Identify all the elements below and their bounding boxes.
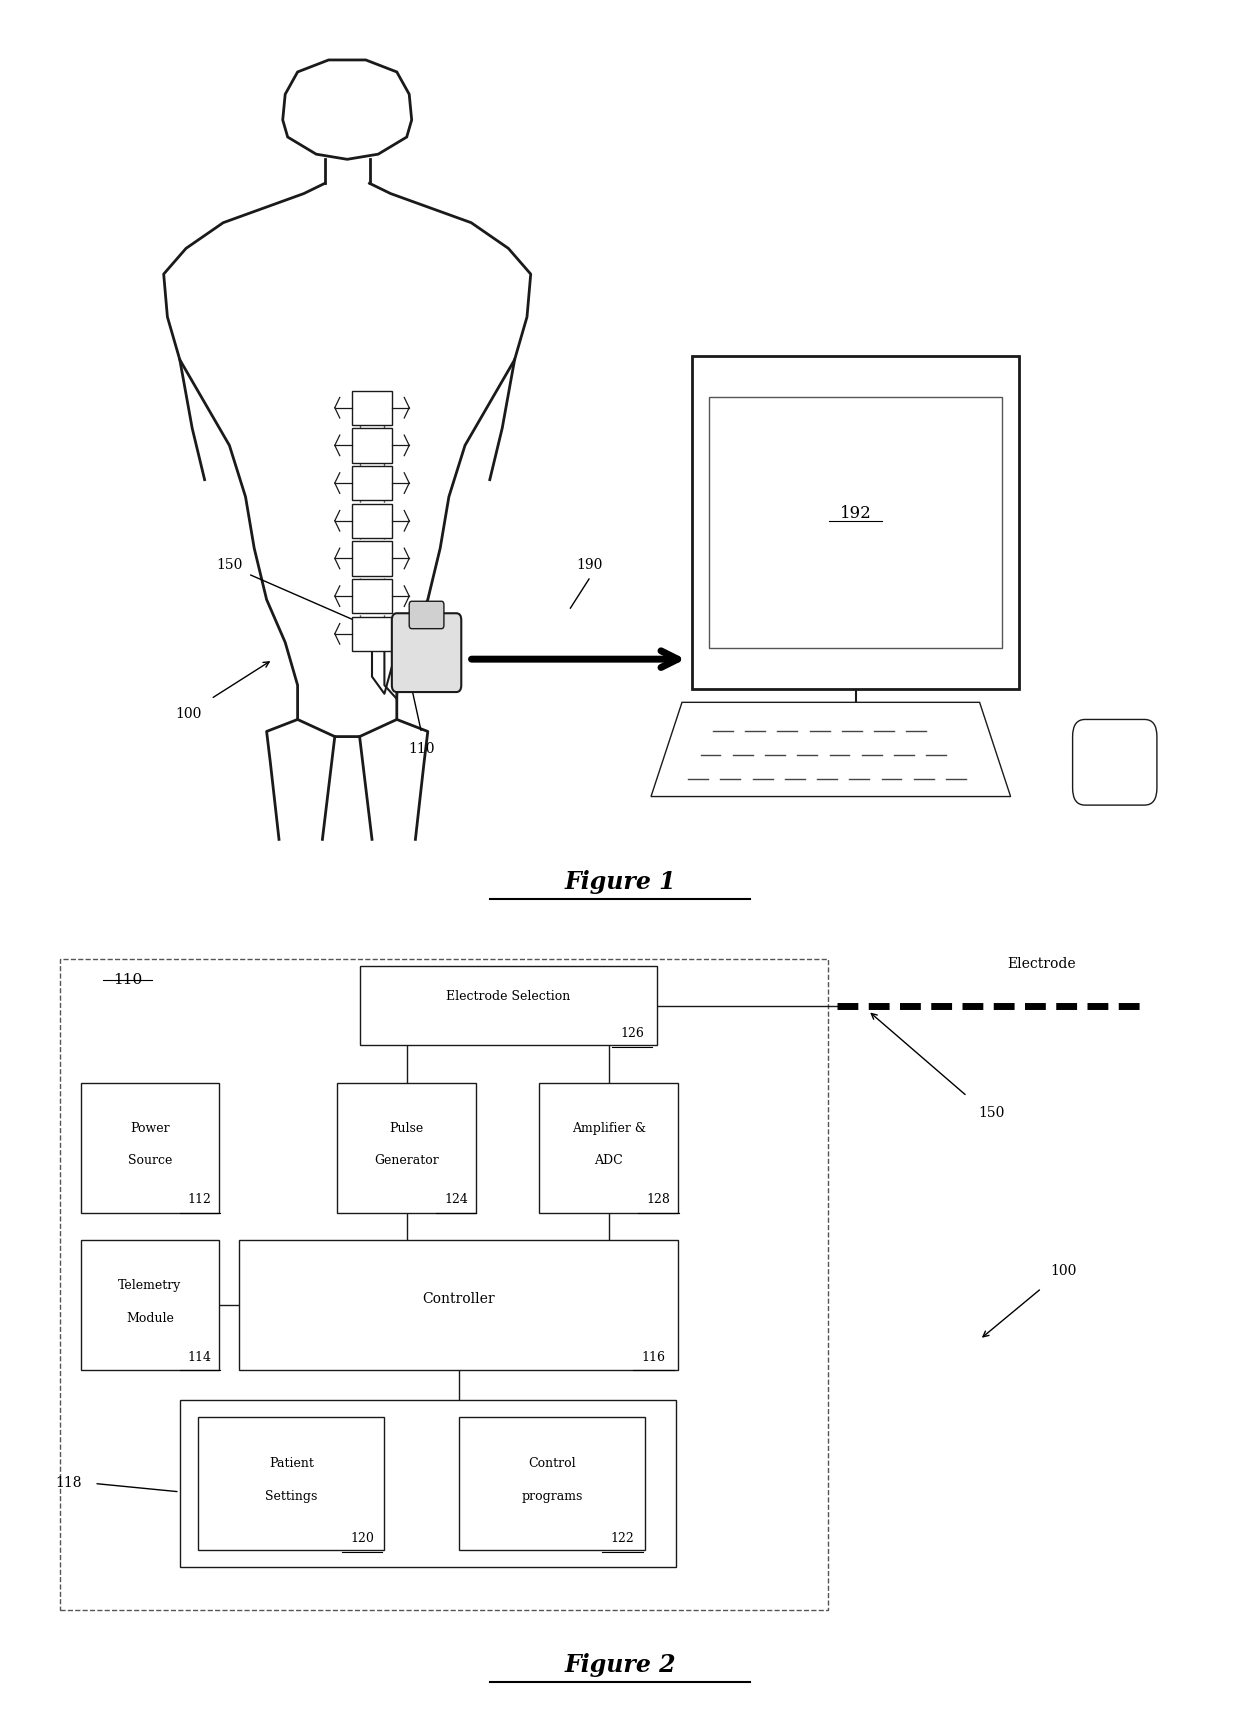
Text: Generator: Generator: [374, 1155, 439, 1167]
Bar: [352, 466, 392, 500]
Bar: [459, 1417, 645, 1550]
Text: 190: 190: [575, 558, 603, 572]
Bar: [352, 428, 392, 463]
Bar: [352, 579, 392, 613]
Text: 122: 122: [610, 1531, 635, 1545]
Text: 118: 118: [55, 1477, 82, 1490]
Text: Settings: Settings: [265, 1490, 317, 1504]
Text: 150: 150: [978, 1107, 1006, 1120]
Text: 112: 112: [187, 1192, 212, 1206]
FancyBboxPatch shape: [409, 601, 444, 629]
Text: Controller: Controller: [423, 1292, 495, 1305]
FancyBboxPatch shape: [392, 613, 461, 692]
Text: programs: programs: [521, 1490, 583, 1504]
Text: Amplifier &: Amplifier &: [572, 1122, 646, 1134]
Text: 126: 126: [620, 1026, 645, 1040]
Text: Pulse: Pulse: [389, 1122, 424, 1134]
Text: 110: 110: [113, 973, 143, 987]
Text: Control: Control: [528, 1458, 575, 1470]
FancyBboxPatch shape: [1073, 719, 1157, 805]
Text: Source: Source: [128, 1155, 172, 1167]
Text: ADC: ADC: [594, 1155, 624, 1167]
Text: Figure 2: Figure 2: [564, 1653, 676, 1677]
Ellipse shape: [808, 721, 903, 752]
Polygon shape: [651, 702, 1011, 797]
Bar: [352, 541, 392, 576]
Bar: [198, 1417, 384, 1550]
Bar: [337, 1083, 476, 1213]
Text: 150: 150: [216, 558, 243, 572]
Text: Electrode: Electrode: [1007, 958, 1076, 971]
Polygon shape: [283, 60, 412, 159]
Text: 100: 100: [1050, 1264, 1078, 1278]
Bar: [352, 504, 392, 538]
Text: 116: 116: [641, 1350, 666, 1364]
Text: 128: 128: [646, 1192, 671, 1206]
Text: Module: Module: [126, 1312, 174, 1324]
Text: 120: 120: [350, 1531, 374, 1545]
Text: 114: 114: [187, 1350, 212, 1364]
Text: 110: 110: [408, 742, 435, 755]
Text: Electrode Selection: Electrode Selection: [446, 990, 570, 1002]
Text: Power: Power: [130, 1122, 170, 1134]
Text: 192: 192: [839, 505, 872, 522]
Text: 100: 100: [175, 707, 202, 721]
Text: Patient: Patient: [269, 1458, 314, 1470]
Text: 124: 124: [444, 1192, 469, 1206]
Bar: [60, 959, 828, 1610]
Bar: [180, 1400, 676, 1567]
Bar: [81, 1083, 219, 1213]
FancyBboxPatch shape: [692, 356, 1019, 689]
Bar: [539, 1083, 678, 1213]
Bar: [239, 1240, 678, 1370]
Bar: [81, 1240, 219, 1370]
Bar: [709, 397, 1002, 648]
Bar: [352, 617, 392, 651]
Text: Figure 1: Figure 1: [564, 870, 676, 894]
Text: Telemetry: Telemetry: [118, 1280, 182, 1292]
Bar: [360, 966, 657, 1045]
Bar: [352, 391, 392, 425]
